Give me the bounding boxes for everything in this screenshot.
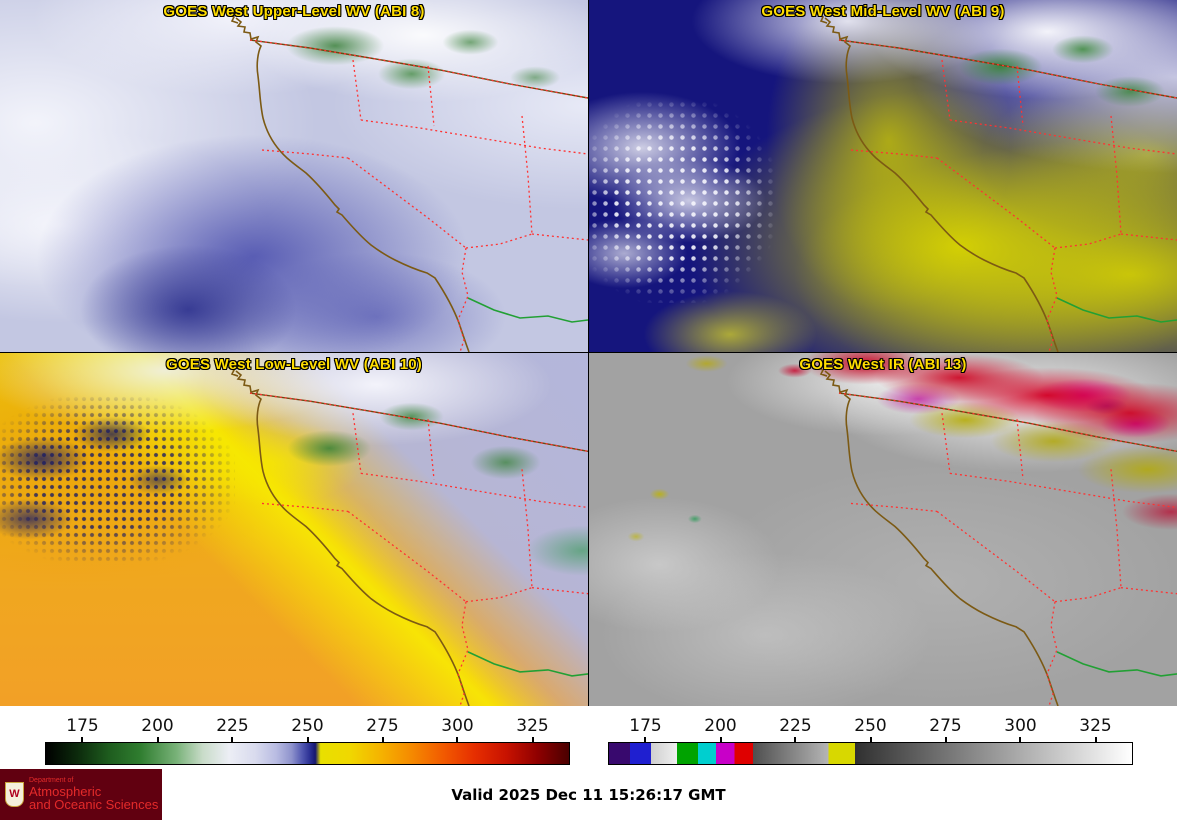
panel-title-low-wv: GOES West Low-Level WV (ABI 10) bbox=[166, 356, 422, 373]
wv-colorbar: 175 200 225 250 275 300 325 bbox=[45, 712, 570, 766]
colorbar-tick-label: 225 bbox=[779, 716, 812, 736]
logo-name-line1: Atmospheric bbox=[29, 783, 102, 799]
cumulus-speckle-texture bbox=[589, 98, 778, 303]
aos-department-logo: W Department of Atmospheric and Oceanic … bbox=[0, 769, 162, 820]
ir-colorbar: 175 200 225 250 275 300 325 bbox=[608, 712, 1133, 766]
map-overlay bbox=[227, 13, 588, 352]
map-overlay bbox=[816, 13, 1177, 352]
colorbar-tick-label: 325 bbox=[1079, 716, 1112, 736]
logo-dept-label: Department of bbox=[29, 777, 74, 785]
ir-colorbar-tick-marks bbox=[608, 737, 1133, 742]
colorbar-tick-label: 275 bbox=[366, 716, 399, 736]
colorbar-tick-label: 175 bbox=[66, 716, 99, 736]
uw-crest-icon: W bbox=[5, 782, 24, 807]
colorbar-tick-label: 175 bbox=[629, 716, 662, 736]
colorbar-tick-label: 250 bbox=[291, 716, 324, 736]
colorbar-tick-label: 200 bbox=[704, 716, 737, 736]
colorbar-tick-label: 300 bbox=[1004, 716, 1037, 736]
colorbar-tick-label: 325 bbox=[516, 716, 549, 736]
open-cell-speckle-texture bbox=[0, 395, 236, 565]
panel-low-level-wv: GOES West Low-Level WV (ABI 10) bbox=[0, 353, 588, 706]
colorbar-tick-label: 300 bbox=[441, 716, 474, 736]
wv-colorbar-gradient bbox=[45, 742, 570, 765]
valid-timestamp: Valid 2025 Dec 11 15:26:17 GMT bbox=[451, 785, 726, 804]
panel-upper-level-wv: GOES West Upper-Level WV (ABI 8) bbox=[0, 0, 588, 352]
quadpanel-grid: GOES West Upper-Level WV (ABI 8) GOES We… bbox=[0, 0, 1177, 706]
panel-ir: GOES West IR (ABI 13) bbox=[589, 353, 1177, 706]
logo-name-line2: and Oceanic Sciences bbox=[29, 797, 159, 813]
colorbar-tick-label: 275 bbox=[929, 716, 962, 736]
colorbar-tick-label: 225 bbox=[216, 716, 249, 736]
colorbar-tick-label: 200 bbox=[141, 716, 174, 736]
panel-title-upper-wv: GOES West Upper-Level WV (ABI 8) bbox=[163, 3, 425, 20]
panel-title-ir: GOES West IR (ABI 13) bbox=[799, 356, 967, 373]
logo-text: Department of Atmospheric and Oceanic Sc… bbox=[29, 777, 158, 811]
crest-letter: W bbox=[9, 788, 20, 800]
colorbar-section: 175 200 225 250 275 300 325 175 200 225 … bbox=[0, 706, 1177, 770]
wv-colorbar-labels: 175 200 225 250 275 300 325 bbox=[45, 712, 570, 736]
map-overlay bbox=[227, 366, 588, 706]
colorbar-tick-label: 250 bbox=[854, 716, 887, 736]
footer: W Department of Atmospheric and Oceanic … bbox=[0, 769, 1177, 820]
map-overlay bbox=[816, 366, 1177, 706]
ir-colorbar-gradient bbox=[608, 742, 1133, 765]
panel-mid-level-wv: GOES West Mid-Level WV (ABI 9) bbox=[589, 0, 1177, 352]
wv-colorbar-tick-marks bbox=[45, 737, 570, 742]
panel-title-mid-wv: GOES West Mid-Level WV (ABI 9) bbox=[761, 3, 1005, 20]
ir-colorbar-labels: 175 200 225 250 275 300 325 bbox=[608, 712, 1133, 736]
